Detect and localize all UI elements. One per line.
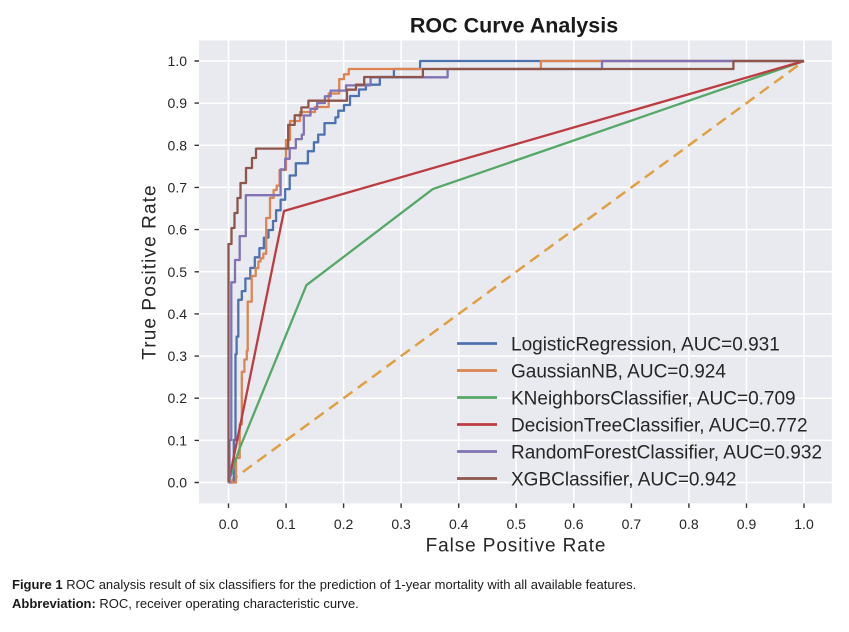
- svg-text:0.9: 0.9: [168, 95, 188, 111]
- svg-text:0.8: 0.8: [679, 516, 699, 532]
- svg-text:LogisticRegression, AUC=0.931: LogisticRegression, AUC=0.931: [511, 334, 780, 355]
- svg-text:1.0: 1.0: [794, 516, 814, 532]
- svg-text:DecisionTreeClassifier, AUC=0.: DecisionTreeClassifier, AUC=0.772: [511, 415, 808, 436]
- svg-text:0.1: 0.1: [168, 432, 188, 448]
- svg-text:RandomForestClassifier, AUC=0.: RandomForestClassifier, AUC=0.932: [511, 442, 822, 463]
- svg-text:0.3: 0.3: [168, 348, 188, 364]
- svg-text:Abbreviation: ROC, receiver op: Abbreviation: ROC, receiver operating ch…: [12, 596, 359, 611]
- svg-text:False Positive Rate: False Positive Rate: [426, 536, 607, 557]
- svg-text:0.5: 0.5: [168, 264, 188, 280]
- svg-text:0.6: 0.6: [168, 222, 188, 238]
- svg-text:KNeighborsClassifier, AUC=0.70: KNeighborsClassifier, AUC=0.709: [511, 388, 796, 409]
- svg-text:0.4: 0.4: [449, 516, 469, 532]
- svg-text:0.1: 0.1: [276, 516, 296, 532]
- svg-text:0.5: 0.5: [506, 516, 526, 532]
- svg-text:0.7: 0.7: [168, 179, 188, 195]
- svg-text:0.4: 0.4: [168, 306, 188, 322]
- svg-text:0.7: 0.7: [622, 516, 642, 532]
- svg-text:GaussianNB, AUC=0.924: GaussianNB, AUC=0.924: [511, 361, 726, 382]
- svg-text:0.9: 0.9: [737, 516, 757, 532]
- svg-text:0.3: 0.3: [391, 516, 411, 532]
- svg-text:True Positive Rate: True Positive Rate: [139, 184, 160, 359]
- svg-text:0.0: 0.0: [168, 475, 188, 491]
- svg-text:ROC Curve Analysis: ROC Curve Analysis: [410, 14, 618, 38]
- svg-text:1.0: 1.0: [168, 53, 188, 69]
- svg-text:0.6: 0.6: [564, 516, 584, 532]
- svg-text:XGBClassifier, AUC=0.942: XGBClassifier, AUC=0.942: [511, 469, 736, 490]
- svg-text:0.0: 0.0: [219, 516, 239, 532]
- svg-text:0.2: 0.2: [334, 516, 354, 532]
- svg-text:0.2: 0.2: [168, 390, 188, 406]
- svg-text:0.8: 0.8: [168, 137, 188, 153]
- svg-text:Figure 1 ROC analysis result o: Figure 1 ROC analysis result of six clas…: [12, 577, 636, 592]
